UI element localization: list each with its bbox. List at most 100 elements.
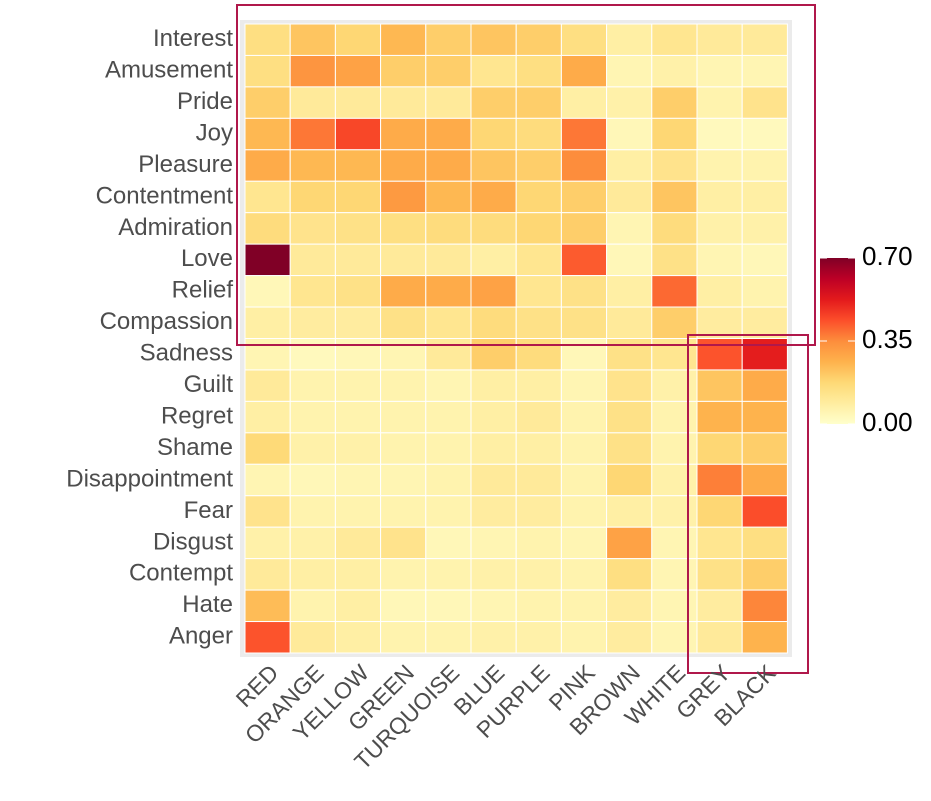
heatmap-cell [606,558,653,591]
heatmap-cell [380,432,427,465]
highlight-box-positive [236,4,816,346]
heatmap-cell [696,23,743,56]
heatmap-cell [696,275,743,308]
heatmap-cell [425,23,472,56]
heatmap-cell [334,149,382,182]
heatmap-cell [425,54,472,88]
heatmap-cell [696,495,743,528]
heatmap-cell [651,432,698,465]
heatmap-cell [560,86,608,119]
y-tick-label: Contentment [96,182,234,209]
heatmap-cell [696,558,743,591]
heatmap-cell [334,621,382,654]
heatmap-cell [651,558,698,591]
heatmap-cell [334,306,382,339]
heatmap-cell [515,463,562,497]
heatmap-cell [470,432,517,465]
y-tick-label: Contempt [129,560,233,587]
heatmap-cell [470,149,517,182]
heatmap-cell [741,149,788,182]
heatmap-cell [741,23,788,56]
heatmap-cell [696,86,743,119]
heatmap-cell [425,243,472,277]
heatmap-cell [560,369,608,402]
heatmap-cell [696,432,743,465]
heatmap-cell [651,400,698,434]
heatmap-cell [380,558,427,591]
heatmap-cell [651,180,698,214]
heatmap-cell [696,338,743,371]
heatmap-cell [606,495,653,528]
heatmap-cell [606,243,653,277]
heatmap-cell [470,338,517,371]
heatmap-cell [470,243,517,277]
heatmap-cell [606,589,653,623]
heatmap-cell [515,369,562,402]
heatmap-cell [244,338,291,371]
heatmap-cell [696,54,743,88]
heatmap-cell [334,338,382,371]
heatmap-cell [289,54,336,88]
heatmap-cell [380,180,427,214]
heatmap-cell [289,117,336,151]
heatmap-cell [289,338,336,371]
heatmap-cell [741,275,788,308]
heatmap-cell [380,54,427,88]
heatmap-cell [696,463,743,497]
heatmap-cell [425,621,472,654]
heatmap-cell [560,180,608,214]
heatmap-cell [651,54,698,88]
heatmap-cell [334,589,382,623]
heatmap-cell [651,117,698,151]
heatmap-cell [334,117,382,151]
heatmap-cell [651,589,698,623]
heatmap-cell [696,400,743,434]
heatmap-cell [334,275,382,308]
heatmap-cell [651,495,698,528]
y-tick-label: Regret [161,402,233,429]
heatmap-cell [244,275,291,308]
heatmap-cell [651,275,698,308]
y-tick-label: Joy [196,119,233,146]
heatmap-cell [651,23,698,56]
heatmap-cell [289,23,336,56]
heatmap-cell [696,212,743,245]
heatmap-cell [696,589,743,623]
heatmap-cell [515,117,562,151]
heatmap-cell [741,495,788,528]
y-tick-label: Sadness [140,340,233,367]
heatmap-cell [741,526,788,560]
heatmap-cell [244,117,291,151]
heatmap-cell [425,432,472,465]
colorbar-label: 0.35 [862,324,913,354]
heatmap-cell [560,149,608,182]
heatmap-cell [244,463,291,497]
colorbar-label: 0.70 [862,241,913,271]
y-tick-label: Admiration [118,214,233,241]
heatmap-cell [560,54,608,88]
heatmap-cell [244,180,291,214]
heatmap-cell [380,86,427,119]
heatmap-cell [696,180,743,214]
heatmap-cell [651,149,698,182]
heatmap-cell [425,526,472,560]
y-tick-label: Shame [157,434,233,461]
heatmap-cell [515,212,562,245]
heatmap-cell [515,432,562,465]
heatmap-cell [425,149,472,182]
heatmap-cell [289,526,336,560]
heatmap-cell [470,212,517,245]
heatmap-cell [380,495,427,528]
heatmap-cell [651,243,698,277]
heatmap-cell [515,400,562,434]
highlight-box-negative [687,334,809,674]
heatmap-cell [696,117,743,151]
heatmap-cell [244,621,291,654]
heatmap-cell [334,86,382,119]
heatmap-cell [425,463,472,497]
heatmap-cell [560,432,608,465]
heatmap-cell [425,275,472,308]
heatmap-cell [606,306,653,339]
heatmap-cell [560,117,608,151]
heatmap-cell [741,212,788,245]
